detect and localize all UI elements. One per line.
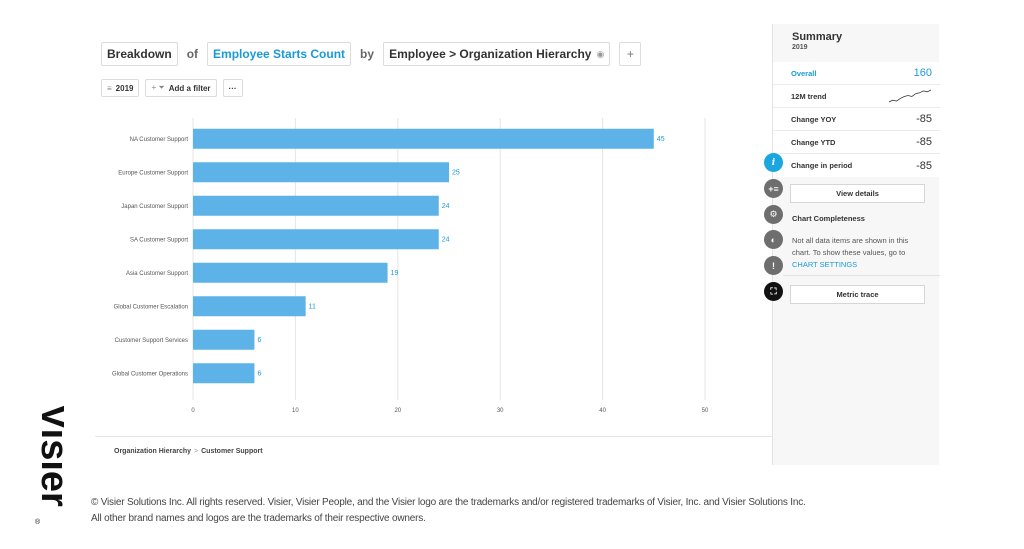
summary-row-value: 160 <box>913 67 932 79</box>
summary-row-value: -85 <box>916 159 932 172</box>
metric-selector[interactable]: Employee Starts Count <box>207 42 352 66</box>
breadcrumb: Organization Hierarchy > Customer Suppor… <box>114 448 263 455</box>
metric-trace-icon[interactable]: ⛶ <box>764 282 783 301</box>
footer-line-1: © Visier Solutions Inc. All rights reser… <box>91 497 806 508</box>
value-label: 6 <box>257 337 261 344</box>
category-label: Japan Customer Support <box>121 204 188 210</box>
value-label: 19 <box>391 270 399 277</box>
alert-icon[interactable]: ! <box>764 256 783 275</box>
info-icon[interactable]: i <box>764 153 783 172</box>
value-label: 6 <box>257 370 261 377</box>
trend-sparkline <box>888 89 932 103</box>
bar[interactable] <box>193 128 654 149</box>
summary-row-period[interactable]: Change in period -85 <box>773 154 940 177</box>
value-label: 24 <box>442 203 450 210</box>
time-filter-label: 2019 <box>115 83 134 93</box>
footer-line-2: All other brand names and logos are the … <box>91 513 426 524</box>
add-filter-icon: + ⏷ <box>151 83 165 92</box>
more-options-label: ··· <box>228 83 237 93</box>
category-label: NA Customer Support <box>130 137 189 143</box>
bar[interactable] <box>193 195 439 216</box>
add-dimension-button[interactable]: + <box>619 42 642 66</box>
category-label: SA Customer Support <box>130 237 188 243</box>
view-details-button[interactable]: View details <box>790 184 925 203</box>
x-tick-label: 40 <box>599 408 606 414</box>
analysis-toolbar: Breakdown of Employee Starts Count by Em… <box>101 42 642 66</box>
x-tick-label: 50 <box>702 408 709 414</box>
chart-settings-link[interactable]: CHART SETTINGS <box>792 260 858 269</box>
visier-logo: Visier ® <box>34 404 64 526</box>
breadcrumb-root[interactable]: Organization Hierarchy <box>114 448 192 455</box>
summary-row-overall[interactable]: Overall 160 <box>773 62 940 85</box>
bar[interactable] <box>193 329 255 350</box>
summary-row-yoy[interactable]: Change YOY -85 <box>773 108 940 131</box>
footer: © Visier Solutions Inc. All rights reser… <box>91 495 806 527</box>
value-label: 24 <box>442 236 450 243</box>
value-label: 45 <box>657 136 665 143</box>
completeness-text: Not all data items are shown in this cha… <box>792 236 909 257</box>
category-label: Global Customer Escalation <box>114 304 188 310</box>
dimension-selector[interactable]: Employee > Organization Hierarchy ◉ <box>383 42 611 66</box>
palette-icon[interactable]: ◐ <box>764 230 783 249</box>
filter-bar: ≡ 2019 + ⏷ Add a filter ··· <box>101 79 243 97</box>
breadcrumb-current: Customer Support <box>201 448 263 455</box>
breakdown-button[interactable]: Breakdown <box>101 42 178 66</box>
calendar-icon: ≡ <box>107 83 112 93</box>
x-tick-label: 30 <box>497 408 504 414</box>
metric-trace-button[interactable]: Metric trace <box>790 285 925 304</box>
category-label: Europe Customer Support <box>118 170 188 176</box>
dimension-label: Employee > Organization Hierarchy <box>389 47 592 61</box>
value-label: 11 <box>309 303 316 310</box>
chart-completeness-note: Not all data items are shown in this cha… <box>792 235 927 271</box>
bar[interactable] <box>193 363 255 384</box>
trend-line <box>888 89 932 103</box>
panel-divider <box>783 275 940 276</box>
bar[interactable] <box>193 296 306 317</box>
by-label: by <box>360 47 375 61</box>
bar-chart: 0 10 20 30 40 50 NA Customer Support 45 Europe C… <box>112 118 709 414</box>
visier-logo-mark: ® <box>35 518 41 526</box>
summary-row-trend[interactable]: 12M trend <box>773 85 940 108</box>
summary-row-value: -85 <box>916 136 932 148</box>
category-label: Asia Customer Support <box>126 271 188 277</box>
bar[interactable] <box>193 162 449 183</box>
more-options-button[interactable]: ··· <box>222 79 243 97</box>
x-tick-label: 10 <box>292 408 299 414</box>
summary-row-label: Change YTD <box>791 137 836 147</box>
summary-row-value: -85 <box>916 113 932 125</box>
visier-logo-text: Visier <box>34 404 64 507</box>
bar[interactable] <box>193 229 439 250</box>
summary-year: 2019 <box>792 44 808 51</box>
value-label: 25 <box>452 169 460 176</box>
category-label: Global Customer Operations <box>112 371 188 377</box>
x-tick-label: 20 <box>394 408 401 414</box>
settings-icon[interactable]: ⚙ <box>764 205 783 224</box>
summary-title: Summary <box>792 31 843 43</box>
summary-list: Overall 160 12M trend Change YOY -85 Cha… <box>773 62 940 177</box>
add-filter-label: Add a filter <box>168 83 211 93</box>
eye-icon[interactable]: ◉ <box>596 48 605 59</box>
summary-row-label: Overall <box>791 68 817 78</box>
summary-row-label: Change in period <box>791 161 853 170</box>
summary-panel: Summary 2019 Overall 160 12M trend Chang… <box>764 24 940 465</box>
summary-row-ytd[interactable]: Change YTD -85 <box>773 131 940 154</box>
time-filter[interactable]: ≡ 2019 <box>101 79 140 97</box>
add-filter-button[interactable]: + ⏷ Add a filter <box>145 79 217 97</box>
x-tick-label: 0 <box>191 408 195 414</box>
breadcrumb-arrow: > <box>194 448 199 455</box>
bar[interactable] <box>193 262 388 283</box>
of-label: of <box>186 47 199 61</box>
add-list-icon[interactable]: +≡ <box>764 179 783 198</box>
breadcrumb-divider <box>95 436 772 437</box>
category-label: Customer Support Services <box>115 338 188 344</box>
summary-row-label: Change YOY <box>791 114 837 124</box>
chart-completeness-title: Chart Completeness <box>792 214 865 223</box>
summary-row-label: 12M trend <box>791 91 827 101</box>
